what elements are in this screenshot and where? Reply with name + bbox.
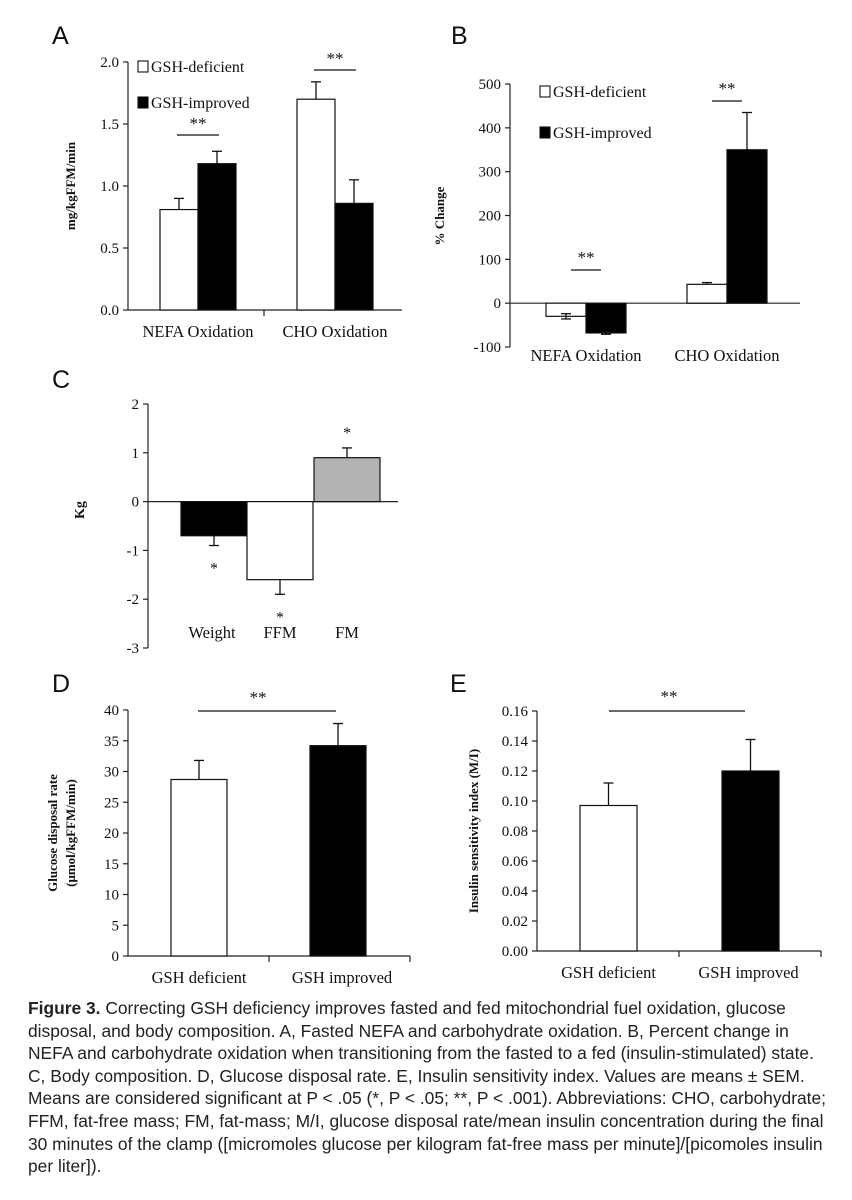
panel-label-d: D bbox=[52, 670, 70, 698]
panel-e-y-tick-label: 0.10 bbox=[502, 794, 528, 810]
panel-c-x-tick-label: Weight bbox=[188, 623, 236, 642]
panel-d-y-tick-label: 40 bbox=[104, 703, 119, 719]
panel-label-e: E bbox=[450, 670, 467, 698]
panel-d-y-tick-label: 30 bbox=[104, 765, 119, 781]
panel-a-y-tick-label: 0.0 bbox=[100, 303, 119, 319]
panel-d-y-tick-label: 15 bbox=[104, 857, 119, 873]
panel-label-b: B bbox=[451, 22, 468, 50]
caption-text: Correcting GSH deficiency improves faste… bbox=[28, 998, 827, 1177]
panel-b-y-tick-label: -100 bbox=[474, 340, 502, 356]
panel-c-y-axis-title: Kg bbox=[73, 501, 88, 519]
figure-canvas: A 0.0 0.5 1.0 1.5 2.0 mg/kgFFM/min NEFA Oxidati… bbox=[45, 22, 822, 987]
panel-b-significance-label: ** bbox=[578, 248, 595, 267]
panel-c-y-tick-label: 1 bbox=[132, 446, 140, 462]
panel-d-bar bbox=[309, 745, 367, 957]
panel-a-bar bbox=[296, 98, 336, 311]
panel-e-x-tick-label: GSH improved bbox=[698, 963, 799, 982]
panel-b-legend-label-1: GSH-improved bbox=[553, 125, 652, 142]
panel-d-y-axis-title-line-1: Glucose disposal rate bbox=[45, 774, 60, 892]
panel-c-y-tick-label: -2 bbox=[127, 592, 140, 608]
panel-a-y-tick-label: 0.5 bbox=[100, 241, 119, 257]
panel-c-y-tick-label: 0 bbox=[132, 495, 140, 511]
panel-a-legend-swatch-1 bbox=[137, 96, 149, 109]
panel-a-legend-swatch-0 bbox=[137, 60, 149, 73]
panel-c-y-tick-label: 2 bbox=[132, 397, 140, 413]
panel-e-y-tick-label: 0.08 bbox=[502, 824, 528, 840]
panel-b-bar bbox=[686, 283, 728, 304]
panel-e-y-tick-label: 0.16 bbox=[502, 704, 529, 720]
panel-c-y-tick-label: -1 bbox=[127, 543, 140, 559]
panel-b-significance-label: ** bbox=[719, 79, 736, 98]
panel-a-bar bbox=[334, 202, 374, 311]
panel-b-x-tick-label: CHO Oxidation bbox=[675, 346, 780, 365]
panel-d-y-tick-label: 5 bbox=[112, 918, 120, 934]
panel-a-y-tick-label: 1.0 bbox=[100, 179, 119, 195]
panel-d-y-tick-label: 10 bbox=[104, 888, 119, 904]
caption-label: Figure 3. bbox=[28, 998, 101, 1018]
panel-e-y-tick-label: 0.02 bbox=[502, 914, 528, 930]
panel-d-y-tick-label: 20 bbox=[104, 826, 119, 842]
panel-c-y-tick-label: -3 bbox=[127, 641, 140, 657]
panel-e-y-tick-label: 0.04 bbox=[502, 884, 529, 900]
panel-b-y-axis-title: % Change bbox=[432, 186, 447, 245]
panel-d-y-axis-title-line-2: (μmol/kgFFM/min) bbox=[63, 779, 78, 887]
panel-a-y-axis-title: mg/kgFFM/min bbox=[63, 141, 78, 230]
panel-b-y-tick-label: 400 bbox=[479, 121, 502, 137]
panel-d-significance-label: ** bbox=[250, 688, 267, 707]
panel-d-y-tick-label: 35 bbox=[104, 734, 119, 750]
panel-e-y-tick-label: 0.00 bbox=[502, 944, 528, 960]
panel-c-x-tick-label: FFM bbox=[263, 623, 296, 642]
panel-e-x-tick-label: GSH deficient bbox=[561, 963, 656, 982]
panel-d-x-tick-label: GSH improved bbox=[292, 968, 393, 987]
panel-a-bar bbox=[197, 163, 237, 311]
panel-c-significance-label: * bbox=[343, 425, 351, 442]
panel-a-significance-label: ** bbox=[190, 114, 207, 133]
panel-c-significance-label: * bbox=[276, 609, 284, 626]
panel-a-legend-label-0: GSH-deficient bbox=[151, 59, 245, 76]
panel-e-bar bbox=[579, 804, 638, 952]
figure-caption: Figure 3. Correcting GSH deficiency impr… bbox=[28, 997, 828, 1178]
panel-c-significance-label: * bbox=[210, 561, 218, 578]
panel-c-bar bbox=[180, 501, 248, 537]
panel-a-y-tick-label: 1.5 bbox=[100, 117, 119, 133]
panel-c-bar bbox=[246, 501, 314, 581]
panel-b-y-tick-label: 100 bbox=[479, 252, 502, 268]
panel-a-legend-label-1: GSH-improved bbox=[151, 95, 250, 112]
panel-e-y-axis-title: Insulin sensitivity index (M/I) bbox=[466, 749, 481, 913]
panel-e-bar bbox=[721, 770, 780, 952]
panel-c-bar bbox=[313, 457, 381, 503]
panel-e-significance-label: ** bbox=[661, 687, 678, 706]
panel-b-y-tick-label: 500 bbox=[479, 77, 502, 93]
panel-b-legend-swatch-1 bbox=[539, 126, 551, 139]
panel-d-x-tick-label: GSH deficient bbox=[152, 968, 247, 987]
panel-d-bar bbox=[170, 778, 228, 957]
panel-a-bar bbox=[159, 208, 199, 311]
panel-e-y-tick-label: 0.06 bbox=[502, 854, 529, 870]
panel-e-y-tick-label: 0.14 bbox=[502, 734, 529, 750]
panel-label-c: C bbox=[52, 366, 70, 394]
panel-d-y-tick-label: 0 bbox=[112, 949, 120, 965]
panel-a-x-tick-label: CHO Oxidation bbox=[283, 322, 388, 341]
panel-a-x-tick-label: NEFA Oxidation bbox=[142, 322, 253, 341]
panel-b-x-tick-label: NEFA Oxidation bbox=[530, 346, 641, 365]
panel-b-y-tick-label: 0 bbox=[494, 296, 502, 312]
panel-b-legend-label-0: GSH-deficient bbox=[553, 84, 647, 101]
panel-a-y-tick-label: 2.0 bbox=[100, 55, 119, 71]
panel-b-bar bbox=[726, 149, 768, 304]
panel-d-y-tick-label: 25 bbox=[104, 795, 119, 811]
panel-c-x-tick-label: FM bbox=[335, 623, 359, 642]
panel-label-a: A bbox=[52, 22, 69, 50]
panel-b-bar bbox=[585, 302, 627, 334]
panel-b-legend-swatch-0 bbox=[539, 85, 551, 98]
panel-b-y-tick-label: 200 bbox=[479, 209, 502, 225]
panel-b-y-tick-label: 300 bbox=[479, 165, 502, 181]
panel-e-y-tick-label: 0.12 bbox=[502, 764, 528, 780]
panel-a-significance-label: ** bbox=[327, 49, 344, 68]
